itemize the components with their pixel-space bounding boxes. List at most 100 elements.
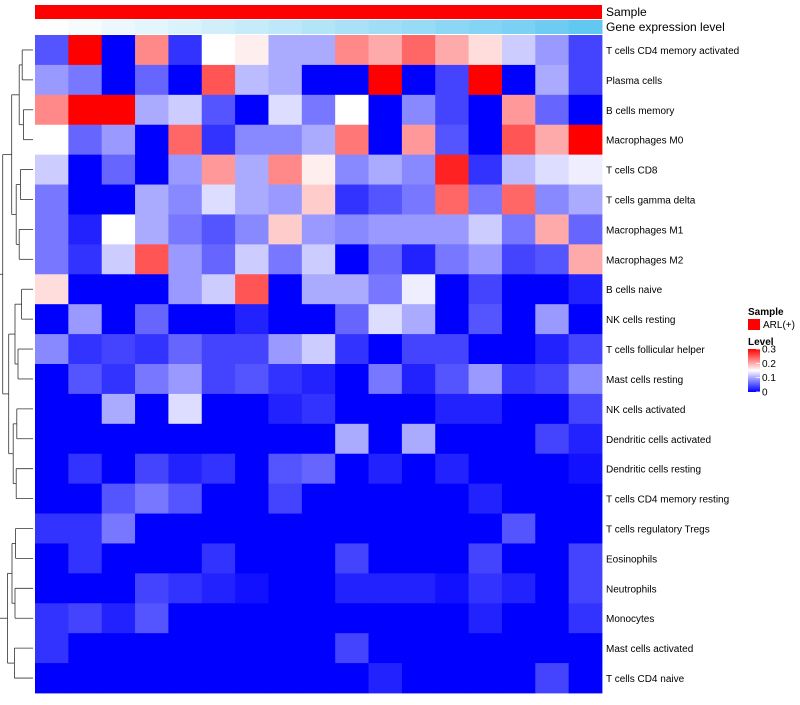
annotation-cell-expression bbox=[68, 20, 103, 34]
heatmap-cell bbox=[401, 663, 436, 694]
heatmap-cell bbox=[468, 633, 503, 664]
heatmap-cell bbox=[201, 513, 236, 544]
heatmap-cell bbox=[135, 513, 169, 544]
heatmap-cell bbox=[301, 573, 336, 604]
heatmap-cell bbox=[301, 453, 336, 485]
annotation-cell-expression bbox=[535, 20, 570, 34]
heatmap-cell bbox=[101, 184, 136, 215]
heatmap-cell bbox=[168, 603, 203, 634]
heatmap-cell bbox=[335, 244, 369, 275]
heatmap-cell bbox=[268, 603, 303, 634]
heatmap-cell bbox=[101, 94, 136, 126]
heatmap-cell bbox=[335, 453, 369, 485]
heatmap-cell bbox=[468, 513, 503, 544]
annotation-cell-expression bbox=[501, 20, 536, 34]
heatmap-cell bbox=[135, 244, 169, 275]
heatmap-cell bbox=[335, 184, 369, 215]
heatmap-cell bbox=[368, 483, 403, 514]
heatmap-cells bbox=[35, 35, 603, 694]
heatmap-cell bbox=[68, 663, 103, 694]
heatmap-cell bbox=[401, 124, 436, 156]
heatmap-cell bbox=[501, 334, 536, 365]
heatmap-cell bbox=[201, 543, 236, 574]
heatmap-cell bbox=[435, 304, 469, 335]
annotation-cell-expression bbox=[268, 20, 303, 34]
legend-sample-entry: ARL(+) bbox=[763, 320, 795, 331]
heatmap-cell bbox=[268, 244, 303, 275]
heatmap-cell bbox=[368, 364, 403, 395]
heatmap-cell bbox=[401, 64, 436, 96]
heatmap-cell bbox=[368, 393, 403, 425]
heatmap-cell bbox=[568, 573, 603, 604]
heatmap-cell bbox=[501, 453, 536, 485]
heatmap-cell bbox=[168, 304, 203, 335]
heatmap-cell bbox=[501, 274, 536, 305]
heatmap-cell bbox=[68, 94, 103, 126]
heatmap-cell bbox=[35, 364, 69, 395]
heatmap-cell bbox=[135, 633, 169, 664]
heatmap-cell bbox=[168, 124, 203, 156]
heatmap-cell bbox=[335, 154, 369, 185]
heatmap-cell bbox=[368, 35, 403, 66]
heatmap-cell bbox=[568, 453, 603, 485]
heatmap-cell bbox=[68, 573, 103, 604]
heatmap-cell bbox=[101, 423, 136, 455]
heatmap-cell bbox=[435, 453, 469, 485]
heatmap-cell bbox=[568, 124, 603, 156]
legend-level-tick-label: 0.1 bbox=[762, 373, 776, 384]
row-labels: T cells CD4 memory activated Plasma cells… bbox=[606, 46, 739, 685]
heatmap-cell bbox=[435, 124, 469, 156]
heatmap-cell bbox=[35, 94, 69, 126]
heatmap-cell bbox=[235, 304, 269, 335]
heatmap-cell bbox=[268, 423, 303, 455]
heatmap-cell bbox=[201, 214, 236, 245]
heatmap-cell bbox=[501, 663, 536, 694]
heatmap-cell bbox=[301, 35, 336, 66]
heatmap-cell bbox=[401, 184, 436, 215]
heatmap-cell bbox=[168, 633, 203, 664]
heatmap-cell bbox=[535, 393, 570, 425]
heatmap-cell bbox=[35, 274, 69, 305]
heatmap-cell bbox=[135, 423, 169, 455]
heatmap-cell bbox=[535, 453, 570, 485]
heatmap-cell bbox=[501, 393, 536, 425]
row-label: T cells CD8 bbox=[606, 166, 658, 177]
row-label: NK cells activated bbox=[606, 405, 685, 416]
heatmap-cell bbox=[401, 453, 436, 485]
annotation-cell-expression bbox=[235, 20, 269, 34]
heatmap-cell bbox=[568, 64, 603, 96]
heatmap-cell bbox=[335, 364, 369, 395]
heatmap-cell bbox=[68, 393, 103, 425]
heatmap-cell bbox=[35, 483, 69, 514]
heatmap-cell bbox=[335, 214, 369, 245]
heatmap-cell bbox=[268, 364, 303, 395]
row-label: Mast cells resting bbox=[606, 375, 683, 386]
row-label: Macrophages M1 bbox=[606, 225, 684, 236]
heatmap-cell bbox=[501, 423, 536, 455]
legend-sample-swatch bbox=[748, 319, 760, 330]
heatmap-cell bbox=[301, 603, 336, 634]
heatmap-cell bbox=[535, 573, 570, 604]
heatmap-cell bbox=[201, 274, 236, 305]
heatmap-cell bbox=[535, 124, 570, 156]
heatmap-cell bbox=[568, 663, 603, 694]
heatmap-cell bbox=[368, 543, 403, 574]
heatmap-cell bbox=[101, 513, 136, 544]
row-label: T cells follicular helper bbox=[606, 345, 705, 356]
annotation-cell-expression bbox=[468, 20, 503, 34]
heatmap-cell bbox=[501, 154, 536, 185]
heatmap-cell bbox=[301, 64, 336, 96]
heatmap-cell bbox=[201, 423, 236, 455]
heatmap-cell bbox=[435, 633, 469, 664]
heatmap-cell bbox=[335, 603, 369, 634]
heatmap-cell bbox=[401, 393, 436, 425]
heatmap-cell bbox=[535, 304, 570, 335]
heatmap-cell bbox=[135, 154, 169, 185]
heatmap-cell bbox=[268, 35, 303, 66]
heatmap-cell bbox=[435, 543, 469, 574]
heatmap-cell bbox=[501, 214, 536, 245]
annotation-cell-expression bbox=[135, 20, 169, 34]
heatmap-cell bbox=[468, 35, 503, 66]
heatmap-cell bbox=[368, 513, 403, 544]
